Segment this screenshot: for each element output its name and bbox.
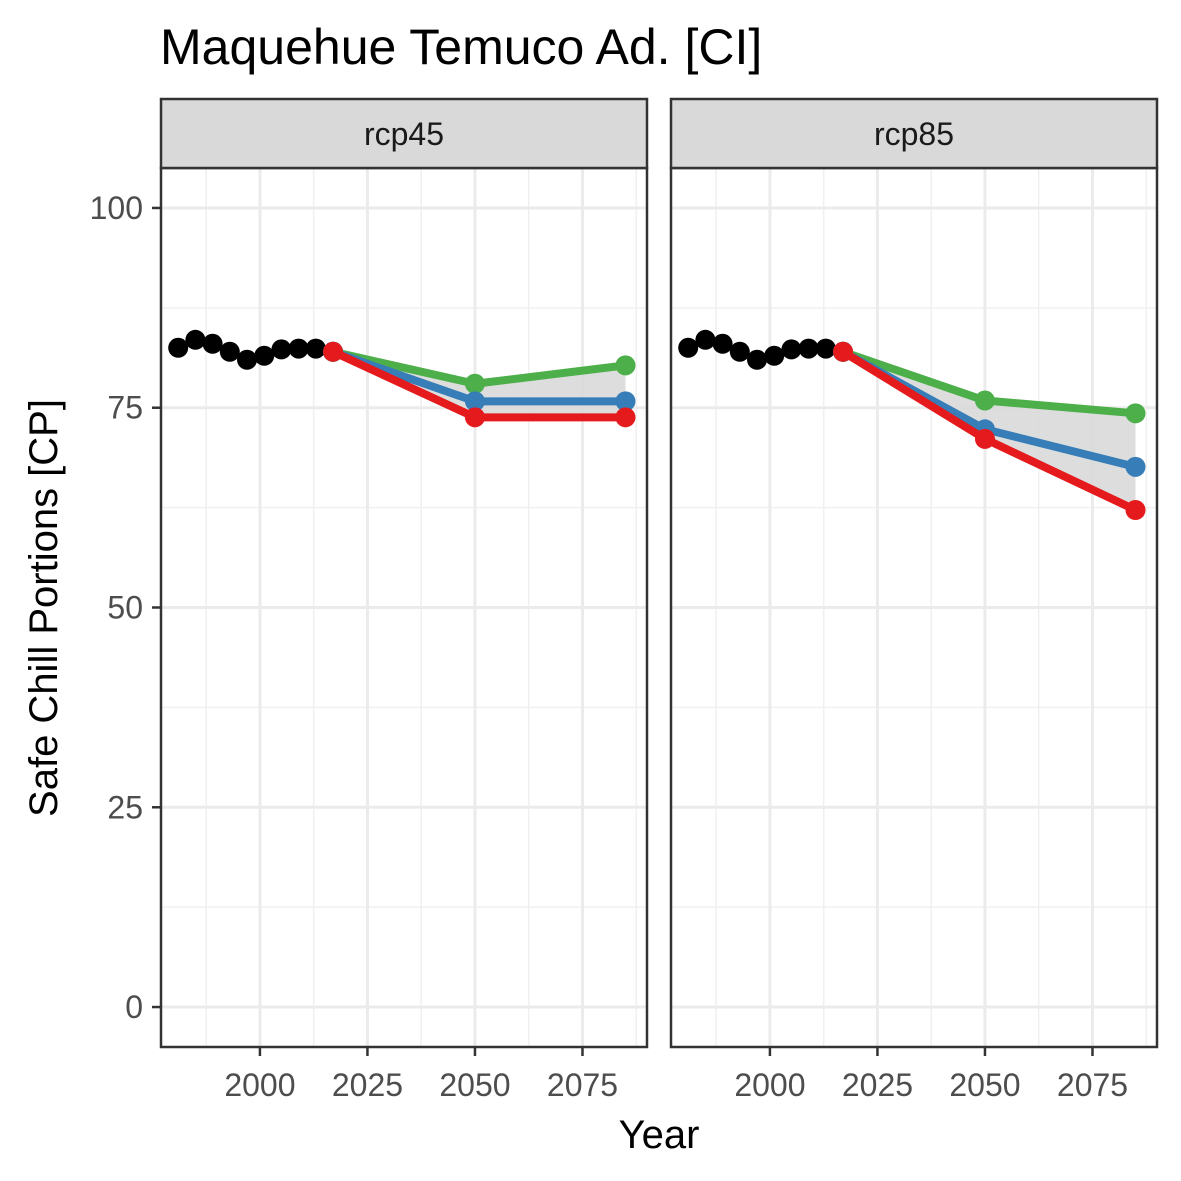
y-tick-label: 50 — [107, 590, 143, 626]
series-point-low — [323, 341, 344, 362]
series-point-high — [464, 373, 485, 394]
x-tick-label: 2000 — [224, 1067, 295, 1103]
historic-point — [288, 338, 309, 359]
series-point-low — [974, 428, 995, 449]
series-point-low — [833, 341, 854, 362]
y-tick-label: 75 — [107, 390, 143, 426]
y-tick-label: 0 — [125, 989, 143, 1025]
panel-rcp85: rcp85 2000 2025 2050 2075 — [669, 97, 1159, 1103]
historic-point — [695, 329, 716, 350]
y-tick-label: 100 — [90, 190, 143, 226]
chart-title: Maquehue Temuco Ad. [CI] — [160, 19, 762, 75]
historic-point — [815, 338, 836, 359]
historic-point — [781, 339, 802, 360]
series-point-high — [615, 355, 636, 376]
historic-point — [168, 337, 189, 358]
series-point-low — [464, 407, 485, 428]
historic-point — [254, 345, 275, 366]
historic-point — [712, 333, 733, 354]
series-point-high — [974, 390, 995, 411]
facet-strip-label: rcp85 — [874, 116, 954, 152]
historic-point — [747, 349, 768, 370]
series-point-mid — [615, 391, 636, 412]
series-point-low — [1125, 500, 1146, 521]
historic-point — [219, 341, 240, 362]
historic-point — [237, 349, 258, 370]
historic-point — [185, 329, 206, 350]
x-tick-label: 2025 — [842, 1067, 913, 1103]
panel-rcp45: rcp45 2000 2025 2050 2075 — [159, 97, 649, 1103]
facet-strip — [159, 97, 649, 170]
panels-layer: rcp45 2000 2025 2050 2075 rcp85 2000 2025 2050 20… — [159, 97, 1159, 1103]
historic-point — [764, 345, 785, 366]
historic-point — [729, 341, 750, 362]
series-point-high — [1125, 403, 1146, 424]
x-tick-label: 2025 — [332, 1067, 403, 1103]
y-axis: 0 25 50 75 100 — [90, 190, 161, 1025]
historic-point — [798, 338, 819, 359]
series-point-low — [615, 407, 636, 428]
x-tick-label: 2000 — [734, 1067, 805, 1103]
x-tick-label: 2050 — [949, 1067, 1020, 1103]
series-point-mid — [464, 391, 485, 412]
x-tick-label: 2075 — [1057, 1067, 1128, 1103]
x-tick-label: 2050 — [439, 1067, 510, 1103]
y-tick-label: 25 — [107, 789, 143, 825]
series-point-mid — [1125, 456, 1146, 477]
historic-point — [305, 338, 326, 359]
facet-strip — [669, 97, 1159, 170]
y-axis-title: Safe Chill Portions [CP] — [22, 399, 66, 817]
x-tick-label: 2075 — [547, 1067, 618, 1103]
facet-strip-label: rcp45 — [364, 116, 444, 152]
historic-point — [678, 337, 699, 358]
x-axis-title: Year — [619, 1113, 700, 1157]
historic-point — [271, 339, 292, 360]
historic-point — [202, 333, 223, 354]
